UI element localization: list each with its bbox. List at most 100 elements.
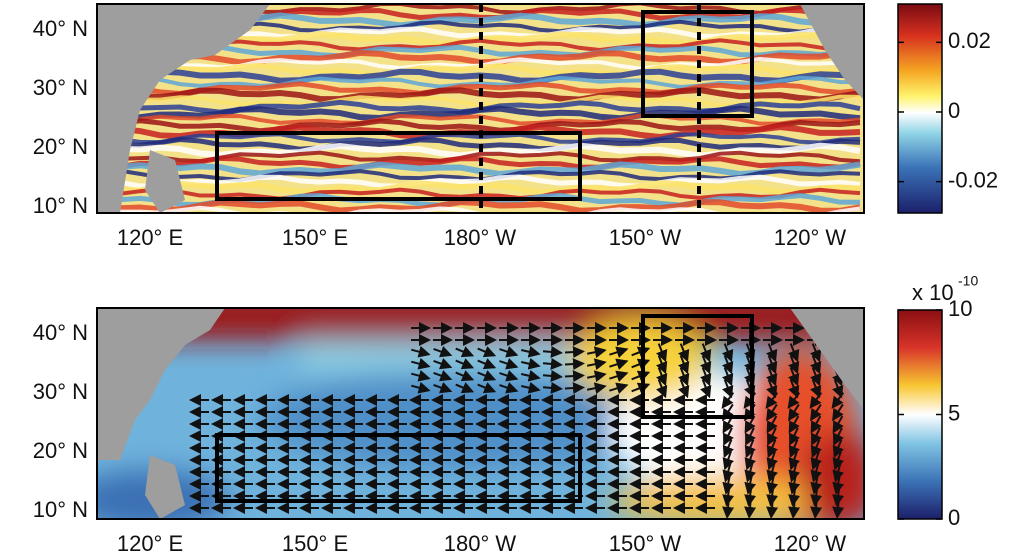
pattern-band xyxy=(97,94,861,108)
arrow xyxy=(722,463,735,483)
arrow xyxy=(542,381,563,394)
arrow xyxy=(564,370,585,383)
arrow xyxy=(521,381,541,394)
arrow xyxy=(766,379,778,399)
arrow xyxy=(477,382,497,394)
arrow xyxy=(499,345,519,358)
box xyxy=(215,433,582,503)
arrow xyxy=(586,358,607,371)
arrow xyxy=(833,427,844,446)
colorbar xyxy=(897,3,943,214)
arrow xyxy=(810,355,822,375)
arrow xyxy=(744,498,757,519)
arrow xyxy=(766,403,778,422)
arrow xyxy=(631,382,651,394)
arrow xyxy=(832,439,844,459)
lat-label: 10° N xyxy=(33,497,88,522)
arrow xyxy=(788,474,801,495)
lat-label: 40° N xyxy=(33,320,88,345)
arrow xyxy=(722,367,734,387)
arrow xyxy=(788,486,801,507)
land xyxy=(97,4,270,213)
arrow xyxy=(477,346,497,358)
arrow xyxy=(609,370,629,383)
arrow xyxy=(477,370,497,382)
lon-label: 120° W xyxy=(774,531,847,556)
arrow xyxy=(788,439,800,459)
arrow xyxy=(723,427,734,446)
pattern-band xyxy=(97,113,861,126)
arrow xyxy=(811,427,822,446)
arrow xyxy=(609,358,629,371)
lon-label: 180° W xyxy=(444,225,517,250)
colorbar-scale: x 10 xyxy=(912,280,954,305)
arrow xyxy=(722,355,734,375)
land xyxy=(97,308,225,460)
pattern-band xyxy=(97,161,861,178)
arrow xyxy=(564,346,585,359)
arrow xyxy=(455,346,475,358)
arrow xyxy=(810,486,823,507)
arrow xyxy=(722,379,734,399)
arrow xyxy=(455,382,475,394)
arrow xyxy=(499,369,519,382)
arrow xyxy=(722,451,735,471)
arrow xyxy=(721,392,735,409)
arrow xyxy=(564,382,585,395)
arrow xyxy=(788,343,800,363)
arrow xyxy=(656,355,668,375)
arrow xyxy=(678,367,690,387)
pattern-band xyxy=(97,199,861,213)
arrow xyxy=(832,451,845,471)
arrow xyxy=(788,498,801,519)
arrow xyxy=(810,403,822,422)
arrow xyxy=(810,415,822,434)
arrow xyxy=(678,379,690,399)
arrow xyxy=(810,451,823,471)
arrow xyxy=(678,355,690,375)
arrow xyxy=(766,367,778,387)
arrow xyxy=(700,355,712,375)
box xyxy=(641,314,754,419)
lon-label: 150° W xyxy=(609,225,682,250)
pattern-band xyxy=(97,105,861,122)
arrow xyxy=(433,346,453,358)
arrow xyxy=(722,343,734,363)
arrow xyxy=(809,392,823,409)
arrow xyxy=(700,367,712,387)
arrow xyxy=(722,498,735,519)
arrow xyxy=(788,415,800,434)
pattern-band xyxy=(97,180,861,196)
arrow xyxy=(810,343,822,363)
arrow xyxy=(455,370,475,382)
arrow xyxy=(542,369,563,382)
pattern-band xyxy=(97,68,861,84)
colorbar xyxy=(897,309,943,520)
arrow xyxy=(766,355,778,375)
arrow xyxy=(788,463,801,483)
arrow xyxy=(788,451,801,471)
arrow xyxy=(542,345,563,358)
arrow xyxy=(766,439,778,459)
arrow xyxy=(766,343,778,363)
colorbar-exponent: -10 xyxy=(958,273,978,289)
arrow xyxy=(788,403,800,422)
lon-label: 150° E xyxy=(282,531,348,556)
arrow xyxy=(631,358,651,370)
map-frame xyxy=(96,3,865,214)
arrow xyxy=(700,343,712,363)
arrow xyxy=(745,427,756,446)
arrow xyxy=(766,415,778,434)
lon-label: 120° E xyxy=(117,225,183,250)
arrow xyxy=(499,381,519,394)
pattern-band xyxy=(97,132,861,145)
colorbar-tick-label: 0.02 xyxy=(948,28,991,53)
lat-label: 30° N xyxy=(33,379,88,404)
pattern-band xyxy=(97,155,861,171)
map-frame xyxy=(96,307,865,520)
arrow xyxy=(609,382,629,395)
map-bottom xyxy=(97,308,864,519)
arrow xyxy=(832,403,844,422)
arrow xyxy=(832,415,844,434)
